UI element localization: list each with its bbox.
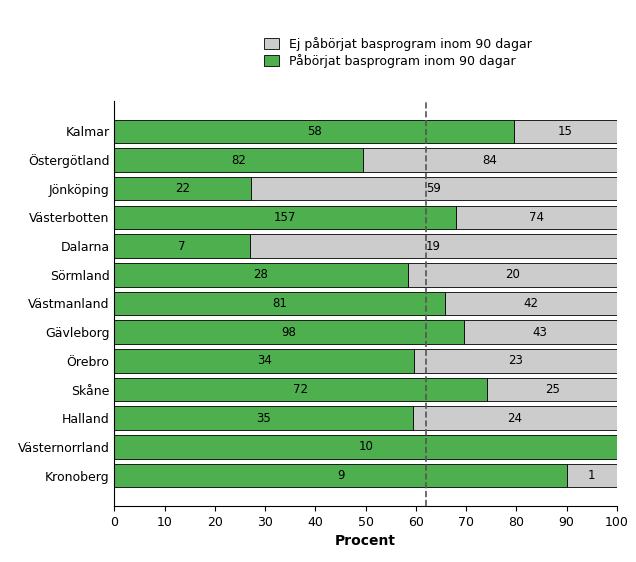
Text: 84: 84: [482, 153, 497, 166]
Bar: [487, 378, 617, 401]
Bar: [414, 349, 617, 373]
Bar: [114, 349, 414, 373]
Text: 42: 42: [523, 297, 539, 310]
Text: 58: 58: [307, 125, 321, 138]
Text: 10: 10: [358, 441, 373, 454]
Bar: [114, 234, 250, 258]
Bar: [456, 206, 617, 229]
Text: 34: 34: [257, 355, 272, 368]
Bar: [514, 120, 617, 143]
Bar: [464, 320, 617, 344]
Text: 23: 23: [508, 355, 523, 368]
Bar: [114, 120, 514, 143]
Text: 22: 22: [175, 182, 190, 195]
Text: 157: 157: [274, 211, 296, 224]
Bar: [408, 263, 617, 287]
Text: 9: 9: [337, 469, 344, 482]
Bar: [445, 292, 617, 315]
Text: 98: 98: [282, 325, 296, 339]
Text: 7: 7: [178, 239, 186, 252]
Text: 43: 43: [533, 325, 548, 339]
Bar: [114, 263, 408, 287]
Text: 20: 20: [505, 268, 520, 282]
Text: 35: 35: [256, 412, 271, 425]
Bar: [250, 234, 617, 258]
X-axis label: Procent: Procent: [335, 534, 396, 548]
Text: 81: 81: [272, 297, 287, 310]
Bar: [114, 206, 456, 229]
Bar: [363, 148, 617, 172]
Text: 82: 82: [231, 153, 246, 166]
Bar: [114, 406, 413, 430]
Text: 15: 15: [558, 125, 573, 138]
Text: 1: 1: [588, 469, 595, 482]
Bar: [114, 292, 445, 315]
Text: 25: 25: [545, 383, 560, 396]
Bar: [114, 148, 363, 172]
Bar: [114, 177, 251, 201]
Bar: [114, 435, 617, 459]
Legend: Ej påbörjat basprogram inom 90 dagar, Påbörjat basprogram inom 90 dagar: Ej påbörjat basprogram inom 90 dagar, På…: [261, 35, 534, 71]
Bar: [413, 406, 617, 430]
Bar: [567, 464, 617, 487]
Text: 19: 19: [426, 239, 441, 252]
Bar: [114, 320, 464, 344]
Text: 59: 59: [427, 182, 441, 195]
Bar: [251, 177, 617, 201]
Text: 28: 28: [254, 268, 268, 282]
Bar: [114, 464, 567, 487]
Text: 74: 74: [529, 211, 544, 224]
Bar: [114, 378, 487, 401]
Text: 72: 72: [293, 383, 308, 396]
Text: 24: 24: [508, 412, 522, 425]
